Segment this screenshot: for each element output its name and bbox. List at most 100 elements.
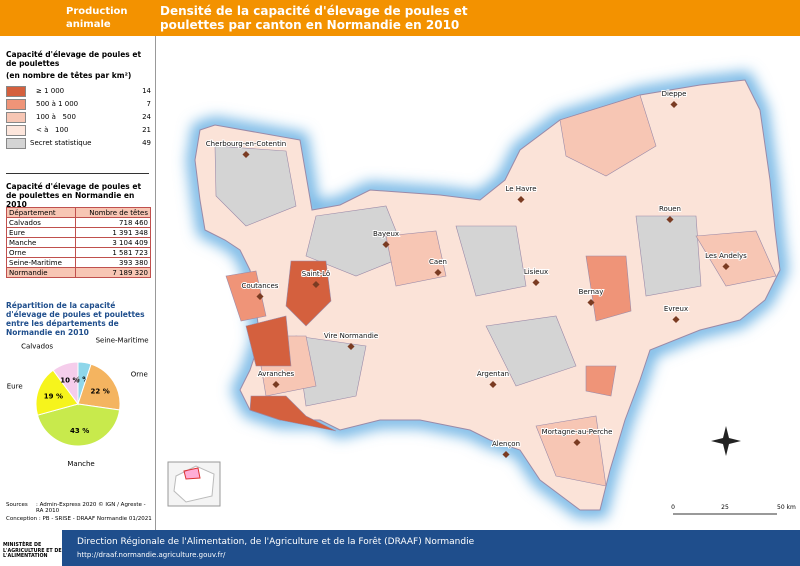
legend-row: Secret statistique 49 bbox=[6, 138, 151, 149]
category-label: Calvados bbox=[21, 342, 53, 350]
table-title: Capacité d'élevage de poules et de poule… bbox=[6, 182, 142, 209]
inset-map bbox=[167, 461, 221, 507]
legend-count: 24 bbox=[142, 113, 151, 121]
table-row: Manche 3 104 409 bbox=[6, 237, 152, 248]
table-row: Calvados 718 460 bbox=[6, 217, 152, 228]
city-marker bbox=[312, 280, 320, 289]
city-label: Bernay bbox=[579, 288, 604, 296]
city-marker bbox=[722, 262, 730, 271]
legend-row: 100 à 500 24 bbox=[6, 112, 151, 123]
city-label: Le Havre bbox=[505, 185, 536, 193]
legend-title: Capacité d'élevage de poules et de poule… bbox=[6, 50, 142, 68]
cell: Manche bbox=[6, 237, 76, 248]
city-label: Mortagne-au-Perche bbox=[542, 428, 613, 436]
scale-label: 0 bbox=[671, 504, 675, 511]
header bbox=[0, 0, 800, 36]
city-label: Avranches bbox=[258, 370, 295, 378]
legend-count: 14 bbox=[142, 87, 151, 95]
side-panel: Capacité d'élevage de poules et de poule… bbox=[0, 36, 156, 530]
value-label: 5 % bbox=[75, 375, 89, 383]
city-marker bbox=[502, 450, 510, 459]
category-label: Orne bbox=[131, 371, 148, 379]
table-row: Orne 1 581 723 bbox=[6, 247, 152, 258]
cell: 1 391 348 bbox=[74, 227, 152, 238]
legend-label: Secret statistique bbox=[30, 139, 92, 147]
title: Densité de la capacité d'élevage de poul… bbox=[160, 4, 468, 32]
header-cell: Département bbox=[6, 207, 76, 218]
logo-box bbox=[0, 530, 62, 566]
pie-chart: 5 % Seine-Maritime 22 % Orne 43 % Manche 19 % E… bbox=[7, 337, 149, 466]
north-arrow bbox=[711, 426, 741, 456]
legend-swatch bbox=[6, 86, 26, 97]
city-label: Cherbourg-en-Cotentin bbox=[206, 140, 286, 148]
table: Département Nombre de têtes Calvados 718 46… bbox=[6, 207, 152, 278]
legend-label: ≥ 1 000 bbox=[36, 87, 65, 95]
city-label: Rouen bbox=[659, 205, 681, 213]
city-marker bbox=[587, 298, 595, 307]
pie-slice bbox=[35, 369, 79, 416]
city-marker bbox=[242, 150, 250, 159]
legend-row: < à 100 21 bbox=[6, 125, 151, 136]
city-marker bbox=[489, 380, 497, 389]
footer bbox=[0, 530, 800, 566]
legend-label: 100 à 500 bbox=[36, 113, 76, 121]
city-marker bbox=[670, 100, 678, 109]
legend-swatch bbox=[6, 125, 26, 136]
city-marker bbox=[573, 438, 581, 447]
legend-count: 21 bbox=[142, 126, 151, 134]
legend-row: 500 à 1 000 7 bbox=[6, 99, 151, 110]
category-label: Eure bbox=[7, 382, 23, 390]
city-marker bbox=[434, 268, 442, 277]
city-label: Bayeux bbox=[373, 230, 399, 238]
city-label: Saint-Lô bbox=[302, 270, 330, 278]
category-label: Seine-Maritime bbox=[96, 337, 149, 345]
table-row: Eure 1 391 348 bbox=[6, 227, 152, 238]
pie-title: Répartition de la capacité d'élevage de … bbox=[6, 301, 145, 337]
city-label: Caen bbox=[429, 258, 447, 266]
pie-slice bbox=[52, 361, 79, 406]
ministry: MINISTÈRE DE L'AGRICULTURE ET DE L'ALIME… bbox=[3, 543, 62, 559]
cell: 1 581 723 bbox=[74, 247, 152, 258]
sources-label: Sources bbox=[6, 502, 28, 508]
city-label: Evreux bbox=[664, 305, 688, 313]
city-marker bbox=[347, 342, 355, 351]
city-marker bbox=[272, 380, 280, 389]
city-label: Lisieux bbox=[524, 268, 548, 276]
city-marker bbox=[532, 278, 540, 287]
scale-label: 25 bbox=[721, 504, 729, 511]
city-marker bbox=[256, 292, 264, 301]
legend-swatch bbox=[6, 99, 26, 110]
conception: Conception : PB - SRISE - DRAAF Normandi… bbox=[6, 516, 152, 522]
city-marker bbox=[672, 315, 680, 324]
cantons bbox=[214, 94, 777, 487]
cell: Eure bbox=[6, 227, 76, 238]
map: Dieppe Cherbourg-en-Cotentin Le Havre Rouen… bbox=[167, 71, 796, 518]
pie-slice bbox=[77, 363, 121, 411]
footer-title: Direction Régionale de l'Alimentation, d… bbox=[77, 537, 475, 547]
scale-bar: 0 25 50 km bbox=[671, 504, 796, 515]
value-label: 19 % bbox=[44, 392, 63, 400]
table-header: Département Nombre de têtes bbox=[6, 207, 152, 218]
cell: Calvados bbox=[6, 217, 76, 228]
legend-label: 500 à 1 000 bbox=[36, 100, 79, 108]
city-marker bbox=[517, 195, 525, 204]
legend-subtitle: (en nombre de têtes par km²) bbox=[6, 71, 132, 80]
city-label: Vire Normandie bbox=[324, 332, 378, 340]
cell: 3 104 409 bbox=[74, 237, 152, 248]
value-label: 43 % bbox=[70, 427, 89, 435]
header-cell: Nombre de têtes bbox=[74, 207, 152, 218]
footer-url: http://draaf.normandie.agriculture.gouv.… bbox=[77, 551, 226, 559]
cell: Orne bbox=[6, 247, 76, 258]
city-label: Alençon bbox=[492, 440, 520, 448]
cell: 7 189 320 bbox=[74, 267, 152, 278]
city-marker bbox=[382, 240, 390, 249]
scale-label: 50 km bbox=[777, 504, 796, 511]
cell: Seine-Maritime bbox=[6, 257, 76, 268]
table-row: Normandie 7 189 320 bbox=[6, 267, 152, 278]
pie-slice bbox=[36, 403, 121, 447]
value-label: 22 % bbox=[91, 387, 110, 395]
city-label: Argentan bbox=[477, 370, 509, 378]
value-label: 10 % bbox=[60, 376, 79, 384]
legend-count: 49 bbox=[142, 139, 151, 147]
